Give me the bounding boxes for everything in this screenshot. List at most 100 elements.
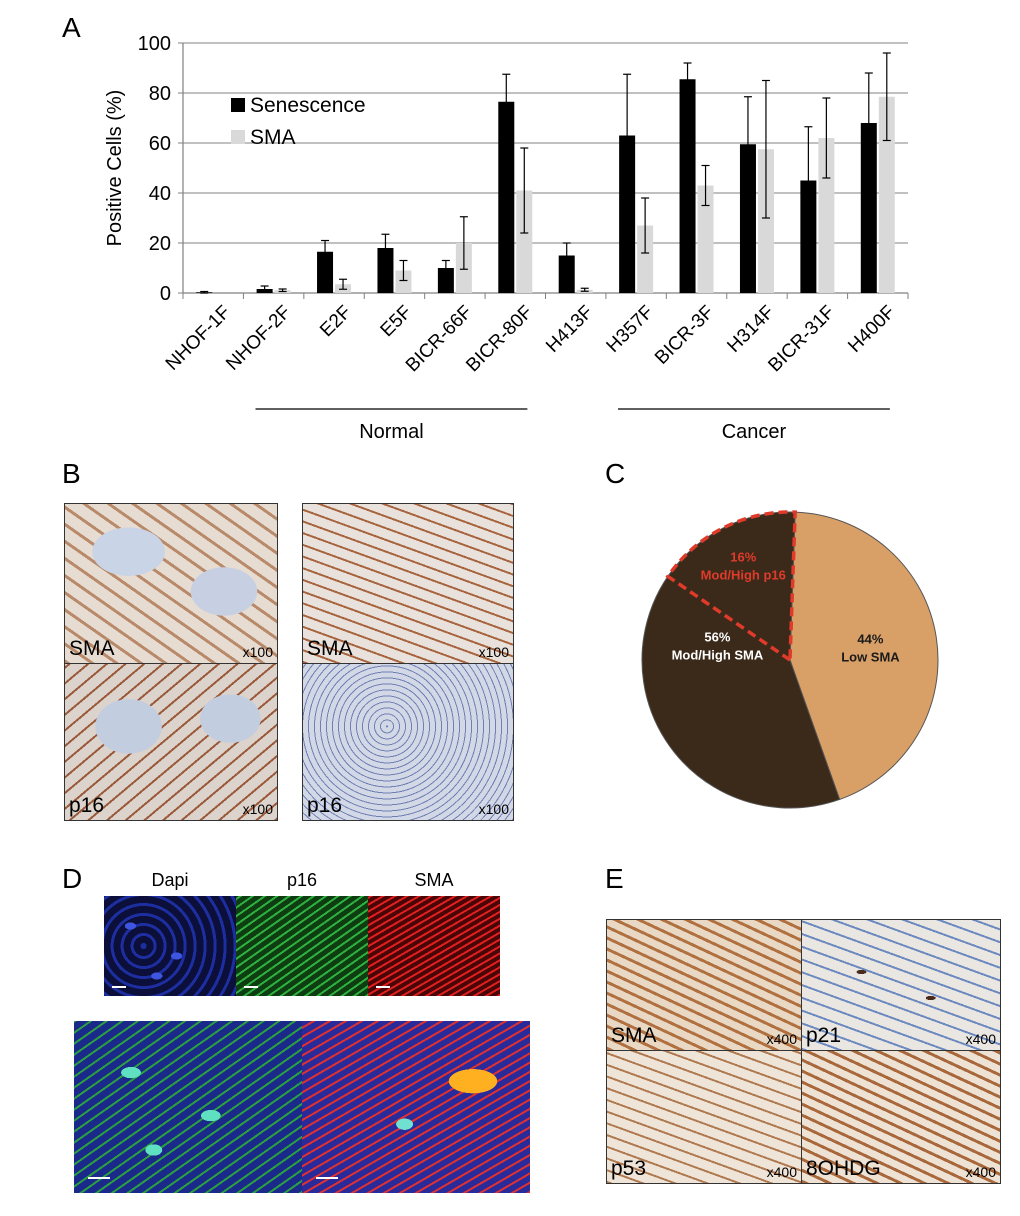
error-bar-senescence-e5f <box>381 233 390 263</box>
stain-label: p16 <box>307 794 343 817</box>
y-tick-label: 60 <box>149 133 171 155</box>
group-label-cancer: Cancer <box>722 421 787 443</box>
legend-label-senescence: Senescence <box>250 94 366 117</box>
bar-senescence-e2f <box>317 251 334 293</box>
bar-sma-h314f <box>757 149 774 293</box>
stain-label: 8OHDG <box>806 1157 881 1180</box>
error-bar-sma-nhof-2f <box>278 288 287 293</box>
micrograph-b-right-top: SMA x100 <box>302 503 514 664</box>
stain-label: p21 <box>806 1024 842 1047</box>
bar-senescence-bicr-31f <box>800 180 817 293</box>
legend-swatch-sma <box>231 130 245 144</box>
stain-label: SMA <box>611 1024 657 1047</box>
error-bar-senescence-nhof-2f <box>260 285 269 293</box>
micrograph-e-top-right: p21 x400 <box>801 919 1001 1051</box>
micrograph-b-left-bottom: p16 x100 <box>64 663 278 821</box>
x-tick-label: E2F <box>316 302 355 341</box>
legend-swatch-senescence <box>231 98 245 112</box>
bar-senescence-h413f <box>558 255 575 293</box>
magnification-label: x100 <box>478 644 509 660</box>
error-bar-sma-bicr-66f <box>459 216 468 270</box>
stain-label: p53 <box>611 1157 647 1180</box>
error-bar-senescence-h314f <box>743 96 752 193</box>
x-tick-label: BICR-3F <box>651 302 718 369</box>
x-tick-label: BICR-31F <box>764 302 839 377</box>
x-tick-label: NHOF-2F <box>222 302 295 375</box>
pie-pct-mod-high-p16: 16% <box>730 550 756 565</box>
x-tick-label: H357F <box>603 302 658 357</box>
micrograph-b-right-bottom: p16 x100 <box>302 663 514 821</box>
bar-sma-h400f <box>878 96 895 293</box>
x-tick-label: H413F <box>542 302 597 357</box>
stain-label: p16 <box>69 794 105 817</box>
group-label-normal: Normal <box>359 421 423 443</box>
micrograph-e-top-left: SMA x400 <box>606 919 802 1051</box>
fluorescence-p16 <box>236 896 368 996</box>
x-tick-label: H314F <box>723 302 778 357</box>
error-bar-sma-h314f <box>761 79 770 219</box>
micrograph-e-bottom-right: 8OHDG x400 <box>801 1050 1001 1184</box>
fluorescence-merge-dapi-p16 <box>74 1021 302 1193</box>
bar-chart: 0 20 40 60 80 100 Positive Cells (%) NHOF-1FNHO… <box>104 33 909 443</box>
pie-pct-low-sma: 44% <box>857 632 883 647</box>
error-bar-senescence-bicr-80f <box>502 73 511 130</box>
channel-label-p16: p16 <box>286 870 318 890</box>
bar-senescence-h357f <box>619 135 636 293</box>
error-bar-senescence-bicr-3f <box>683 62 692 97</box>
pie-slice-mod-high-sma <box>641 511 841 809</box>
stain-label: SMA <box>69 637 115 660</box>
x-tick-label: H400F <box>844 302 899 357</box>
bar-senescence-h314f <box>739 144 756 293</box>
magnification-label: x400 <box>766 1031 797 1047</box>
error-bar-senescence-h413f <box>562 242 571 269</box>
x-tick-label: NHOF-1F <box>162 302 235 375</box>
pie-chart: 44% Low SMA 56% Mod/High SMA 16% Mod/High p16 <box>641 510 939 809</box>
micrograph-b-left-top: SMA x100 <box>64 503 278 664</box>
magnification-label: x400 <box>766 1164 797 1180</box>
bar-senescence-bicr-80f <box>498 101 515 293</box>
fluorescence-merge-all <box>302 1021 530 1193</box>
error-bar-sma-bicr-31f <box>822 97 831 179</box>
pie-label-mod-high-p16: Mod/High p16 <box>701 568 786 583</box>
magnification-label: x100 <box>478 801 509 817</box>
bar-sma-bicr-80f <box>516 190 533 293</box>
bar-senescence-bicr-66f <box>437 268 454 293</box>
magnification-label: x100 <box>242 644 273 660</box>
error-bar-senescence-e2f <box>321 239 330 264</box>
magnification-label: x100 <box>242 801 273 817</box>
bar-senescence-e5f <box>377 248 394 293</box>
x-tick-label: BICR-80F <box>462 302 537 377</box>
y-tick-label: 80 <box>149 83 171 105</box>
fluorescence-dapi <box>104 896 236 996</box>
bar-sma-h357f <box>637 225 654 293</box>
error-bar-sma-bicr-80f <box>520 147 529 234</box>
bar-sma-bicr-31f <box>818 138 835 293</box>
error-bar-sma-e5f <box>399 259 408 282</box>
error-bar-sma-e2f <box>339 278 348 290</box>
pie-pct-mod-high-sma: 56% <box>704 630 730 645</box>
pie-subslice-mod-high-p16 <box>665 510 797 664</box>
micrograph-e-bottom-left: p53 x400 <box>606 1050 802 1184</box>
magnification-label: x400 <box>965 1031 996 1047</box>
y-tick-label: 0 <box>160 283 171 305</box>
y-tick-label: 40 <box>149 183 171 205</box>
fluorescence-sma <box>368 896 500 996</box>
error-bar-sma-bicr-3f <box>701 164 710 207</box>
bar-sma-e5f <box>395 270 412 293</box>
stain-label: SMA <box>307 637 353 660</box>
magnification-label: x400 <box>965 1164 996 1180</box>
error-bar-senescence-h400f <box>864 72 873 174</box>
channel-label-dapi: Dapi <box>151 870 189 890</box>
bar-senescence-h400f <box>860 123 877 293</box>
error-bar-sma-h413f <box>580 287 589 292</box>
panel-label-e: E <box>605 863 624 894</box>
error-bar-senescence-nhof-1f <box>200 290 209 294</box>
panel-label-b: B <box>62 458 81 489</box>
x-tick-label: E5F <box>377 302 416 341</box>
error-bar-senescence-h357f <box>623 73 632 198</box>
pie-slice-low-sma <box>789 511 939 801</box>
panel-label-d: D <box>62 863 83 894</box>
legend-label-sma: SMA <box>250 126 296 149</box>
pie-label-low-sma: Low SMA <box>841 650 900 665</box>
panel-label-a: A <box>62 12 81 43</box>
